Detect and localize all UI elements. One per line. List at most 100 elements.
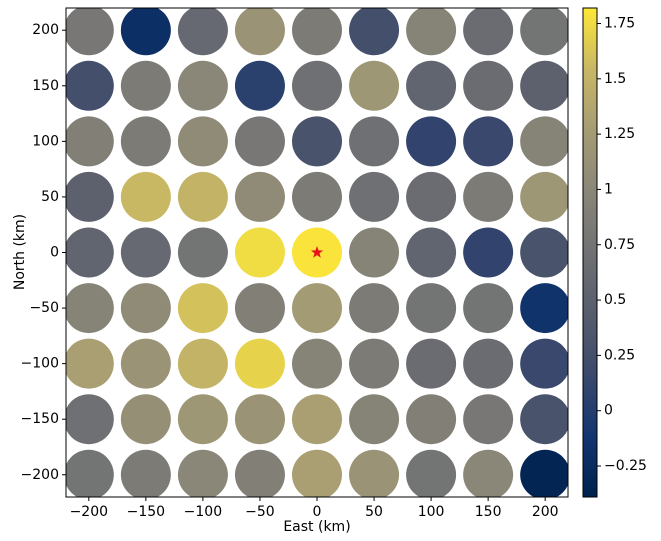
point	[463, 227, 514, 278]
point	[234, 171, 285, 222]
y-tick-label: −100	[21, 356, 59, 372]
colorbar	[582, 7, 598, 498]
point	[120, 227, 171, 278]
colorbar-tick-label: 0	[604, 403, 613, 419]
point	[349, 171, 400, 222]
point	[234, 227, 285, 278]
y-axis-label: North (km)	[12, 214, 28, 290]
colorbar-tick-label: 1	[604, 181, 613, 197]
point	[349, 116, 400, 167]
y-tick-label: −50	[29, 300, 59, 316]
x-tick-label: 200	[532, 504, 559, 520]
point	[463, 394, 514, 445]
point	[406, 283, 457, 334]
point	[463, 338, 514, 389]
point	[292, 394, 342, 445]
point	[234, 60, 285, 111]
point	[520, 60, 568, 111]
point	[234, 283, 285, 334]
point	[66, 171, 114, 222]
colorbar-tick-label: 1.75	[604, 15, 635, 31]
x-tick-label: 150	[475, 504, 502, 520]
y-tick-label: 200	[32, 22, 59, 38]
point	[406, 338, 457, 389]
point	[406, 116, 457, 167]
star-marker	[310, 246, 324, 258]
x-tick-label: −50	[245, 504, 275, 520]
plot-area	[66, 8, 568, 497]
point	[234, 338, 285, 389]
x-tick-label: −200	[70, 504, 108, 520]
point	[177, 8, 228, 56]
point	[520, 8, 568, 56]
point	[234, 394, 285, 445]
y-tick-label: −150	[21, 411, 59, 427]
point	[520, 116, 568, 167]
point	[120, 171, 171, 222]
point	[177, 116, 228, 167]
colorbar-tick-label: 0.75	[604, 237, 635, 253]
point	[120, 60, 171, 111]
point	[406, 8, 457, 56]
point	[292, 116, 342, 167]
point	[120, 8, 171, 56]
point	[177, 227, 228, 278]
point	[463, 171, 514, 222]
point	[66, 394, 114, 445]
point	[177, 338, 228, 389]
x-tick-label: 50	[365, 504, 383, 520]
point	[177, 394, 228, 445]
point	[463, 60, 514, 111]
y-tick-label: 50	[41, 189, 59, 205]
point	[349, 8, 400, 56]
point	[292, 449, 342, 497]
x-axis-label: East (km)	[283, 519, 350, 535]
x-tick-label: 100	[418, 504, 445, 520]
point	[177, 171, 228, 222]
point	[120, 338, 171, 389]
point	[463, 8, 514, 56]
y-tick-label: 100	[32, 133, 59, 149]
point	[177, 60, 228, 111]
y-tick-label: 150	[32, 78, 59, 94]
point	[66, 8, 114, 56]
point	[349, 449, 400, 497]
x-tick-label: −150	[127, 504, 165, 520]
colorbar-tick-label: 1.5	[604, 71, 626, 87]
point	[66, 60, 114, 111]
point	[292, 8, 342, 56]
point	[120, 394, 171, 445]
point	[234, 449, 285, 497]
point	[66, 338, 114, 389]
point	[463, 116, 514, 167]
point	[520, 394, 568, 445]
x-tick-label: 0	[313, 504, 322, 520]
point	[120, 283, 171, 334]
point	[349, 394, 400, 445]
colorbar-tick-label: 0.25	[604, 347, 635, 363]
point	[66, 116, 114, 167]
y-tick-label: 0	[50, 245, 59, 261]
point	[520, 338, 568, 389]
x-tick-label: −100	[184, 504, 222, 520]
point	[520, 449, 568, 497]
colorbar-tick-label: 0.5	[604, 292, 626, 308]
point	[120, 449, 171, 497]
point	[406, 227, 457, 278]
point	[406, 394, 457, 445]
point	[292, 283, 342, 334]
point	[66, 227, 114, 278]
point	[406, 60, 457, 111]
point	[520, 171, 568, 222]
y-tick-label: −200	[21, 467, 59, 483]
point	[349, 283, 400, 334]
colorbar-tick-label: −0.25	[604, 458, 647, 474]
point	[406, 171, 457, 222]
point	[349, 227, 400, 278]
point	[463, 283, 514, 334]
point	[349, 338, 400, 389]
point	[177, 283, 228, 334]
point	[463, 449, 514, 497]
point	[234, 116, 285, 167]
point	[406, 449, 457, 497]
